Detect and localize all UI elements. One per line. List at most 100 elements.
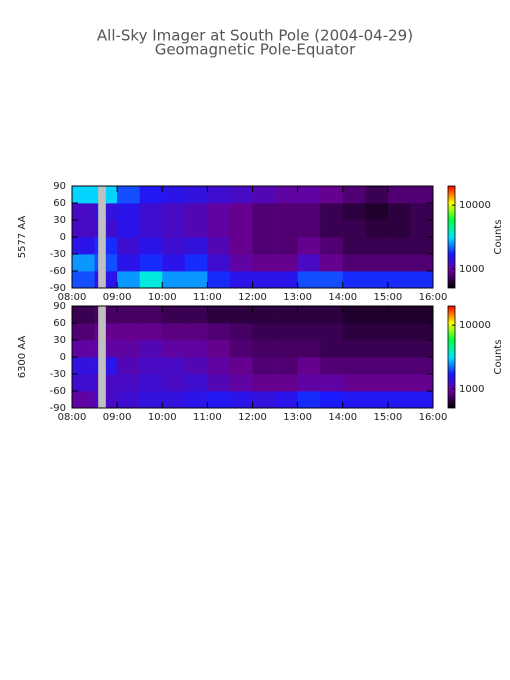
- x-tick-label: 15:00: [373, 412, 402, 423]
- x-tick-label: 11:00: [193, 412, 222, 423]
- heat-cell: [410, 271, 434, 289]
- heat-cell: [342, 254, 366, 272]
- x-tick-label: 13:00: [283, 292, 312, 303]
- heat-cell: [320, 306, 344, 324]
- heat-cell: [162, 186, 186, 204]
- heat-cell: [410, 340, 434, 358]
- heat-cell: [320, 237, 344, 255]
- heat-cell: [365, 323, 389, 341]
- heat-cell: [229, 323, 253, 341]
- heat-cell: [229, 203, 253, 221]
- y-tick-label: -30: [50, 369, 66, 380]
- heat-cell: [387, 186, 411, 204]
- x-tick-label: 09:00: [103, 412, 132, 423]
- heat-cell: [297, 323, 321, 341]
- title: All-Sky Imager at South Pole (2004-04-29…: [97, 27, 413, 45]
- heat-cell: [365, 357, 389, 375]
- heat-cell: [117, 306, 141, 324]
- heat-cell: [162, 323, 186, 341]
- heat-cell: [184, 220, 208, 238]
- x-tick-label: 08:00: [58, 292, 87, 303]
- heat-cell: [365, 306, 389, 324]
- heat-cell: [252, 254, 276, 272]
- y-axis-label: 6300 AA: [17, 336, 28, 379]
- heat-cell: [184, 323, 208, 341]
- heat-cell: [72, 391, 95, 409]
- heat-cell: [410, 186, 434, 204]
- heat-cell: [387, 306, 411, 324]
- heat-cell: [72, 340, 95, 358]
- heat-cell: [94, 340, 118, 358]
- heat-cell: [162, 220, 186, 238]
- heat-cell: [72, 203, 95, 221]
- heat-cell: [94, 391, 118, 409]
- y-axis-label: 5577 AA: [17, 216, 28, 259]
- heat-cell: [297, 340, 321, 358]
- colorbar: [447, 185, 456, 289]
- data-gap: [98, 186, 106, 288]
- heat-cell: [387, 254, 411, 272]
- subtitle: Geomagnetic Pole-Equator: [155, 41, 356, 59]
- heat-cell: [94, 237, 118, 255]
- heat-cell: [207, 340, 231, 358]
- heat-cell: [410, 374, 434, 392]
- heat-cell: [320, 357, 344, 375]
- y-tick-label: 30: [53, 215, 66, 226]
- heat-cell: [94, 220, 118, 238]
- heat-cell: [342, 237, 366, 255]
- heat-cell: [320, 186, 344, 204]
- heat-cell: [252, 220, 276, 238]
- heat-cell: [139, 374, 163, 392]
- heat-cell: [365, 237, 389, 255]
- heat-cell: [297, 203, 321, 221]
- x-tick-label: 10:00: [148, 292, 177, 303]
- heat-cell: [207, 186, 231, 204]
- heat-cell: [72, 306, 95, 324]
- heat-cell: [252, 271, 276, 289]
- heat-cell: [275, 374, 299, 392]
- x-tick-label: 12:00: [238, 412, 267, 423]
- x-tick-label: 15:00: [373, 292, 402, 303]
- heat-cell: [72, 323, 95, 341]
- heat-cell: [162, 391, 186, 409]
- heat-cell: [139, 391, 163, 409]
- y-tick-label: 0: [60, 352, 66, 363]
- heat-cell: [320, 220, 344, 238]
- heat-cell: [162, 357, 186, 375]
- heat-cell: [162, 254, 186, 272]
- heat-cell: [139, 357, 163, 375]
- heat-cell: [275, 323, 299, 341]
- colorbar-tick-label: 1000: [459, 384, 484, 395]
- heat-cell: [297, 186, 321, 204]
- heat-cell: [117, 357, 141, 375]
- y-tick-label: -30: [50, 249, 66, 260]
- heat-cell: [387, 237, 411, 255]
- heat-cell: [162, 237, 186, 255]
- heat-cell: [229, 391, 253, 409]
- heat-cell: [387, 391, 411, 409]
- heat-cell: [342, 323, 366, 341]
- heat-cell: [410, 203, 434, 221]
- heat-cell: [117, 374, 141, 392]
- heat-cell: [275, 271, 299, 289]
- heat-cell: [117, 220, 141, 238]
- x-tick-label: 09:00: [103, 292, 132, 303]
- heat-cell: [94, 254, 118, 272]
- heat-cell: [184, 306, 208, 324]
- heat-cell: [94, 306, 118, 324]
- heat-cell: [162, 340, 186, 358]
- heat-cell: [275, 357, 299, 375]
- colorbar-tick-label: 10000: [459, 320, 491, 331]
- heat-cell: [139, 323, 163, 341]
- heat-cell: [275, 306, 299, 324]
- heat-cell: [229, 306, 253, 324]
- heat-cell: [117, 237, 141, 255]
- heat-cell: [207, 254, 231, 272]
- heat-cell: [94, 374, 118, 392]
- x-tick-label: 16:00: [419, 292, 448, 303]
- heat-cell: [184, 254, 208, 272]
- x-tick-label: 08:00: [58, 412, 87, 423]
- heat-cell: [365, 220, 389, 238]
- heat-cell: [320, 271, 344, 289]
